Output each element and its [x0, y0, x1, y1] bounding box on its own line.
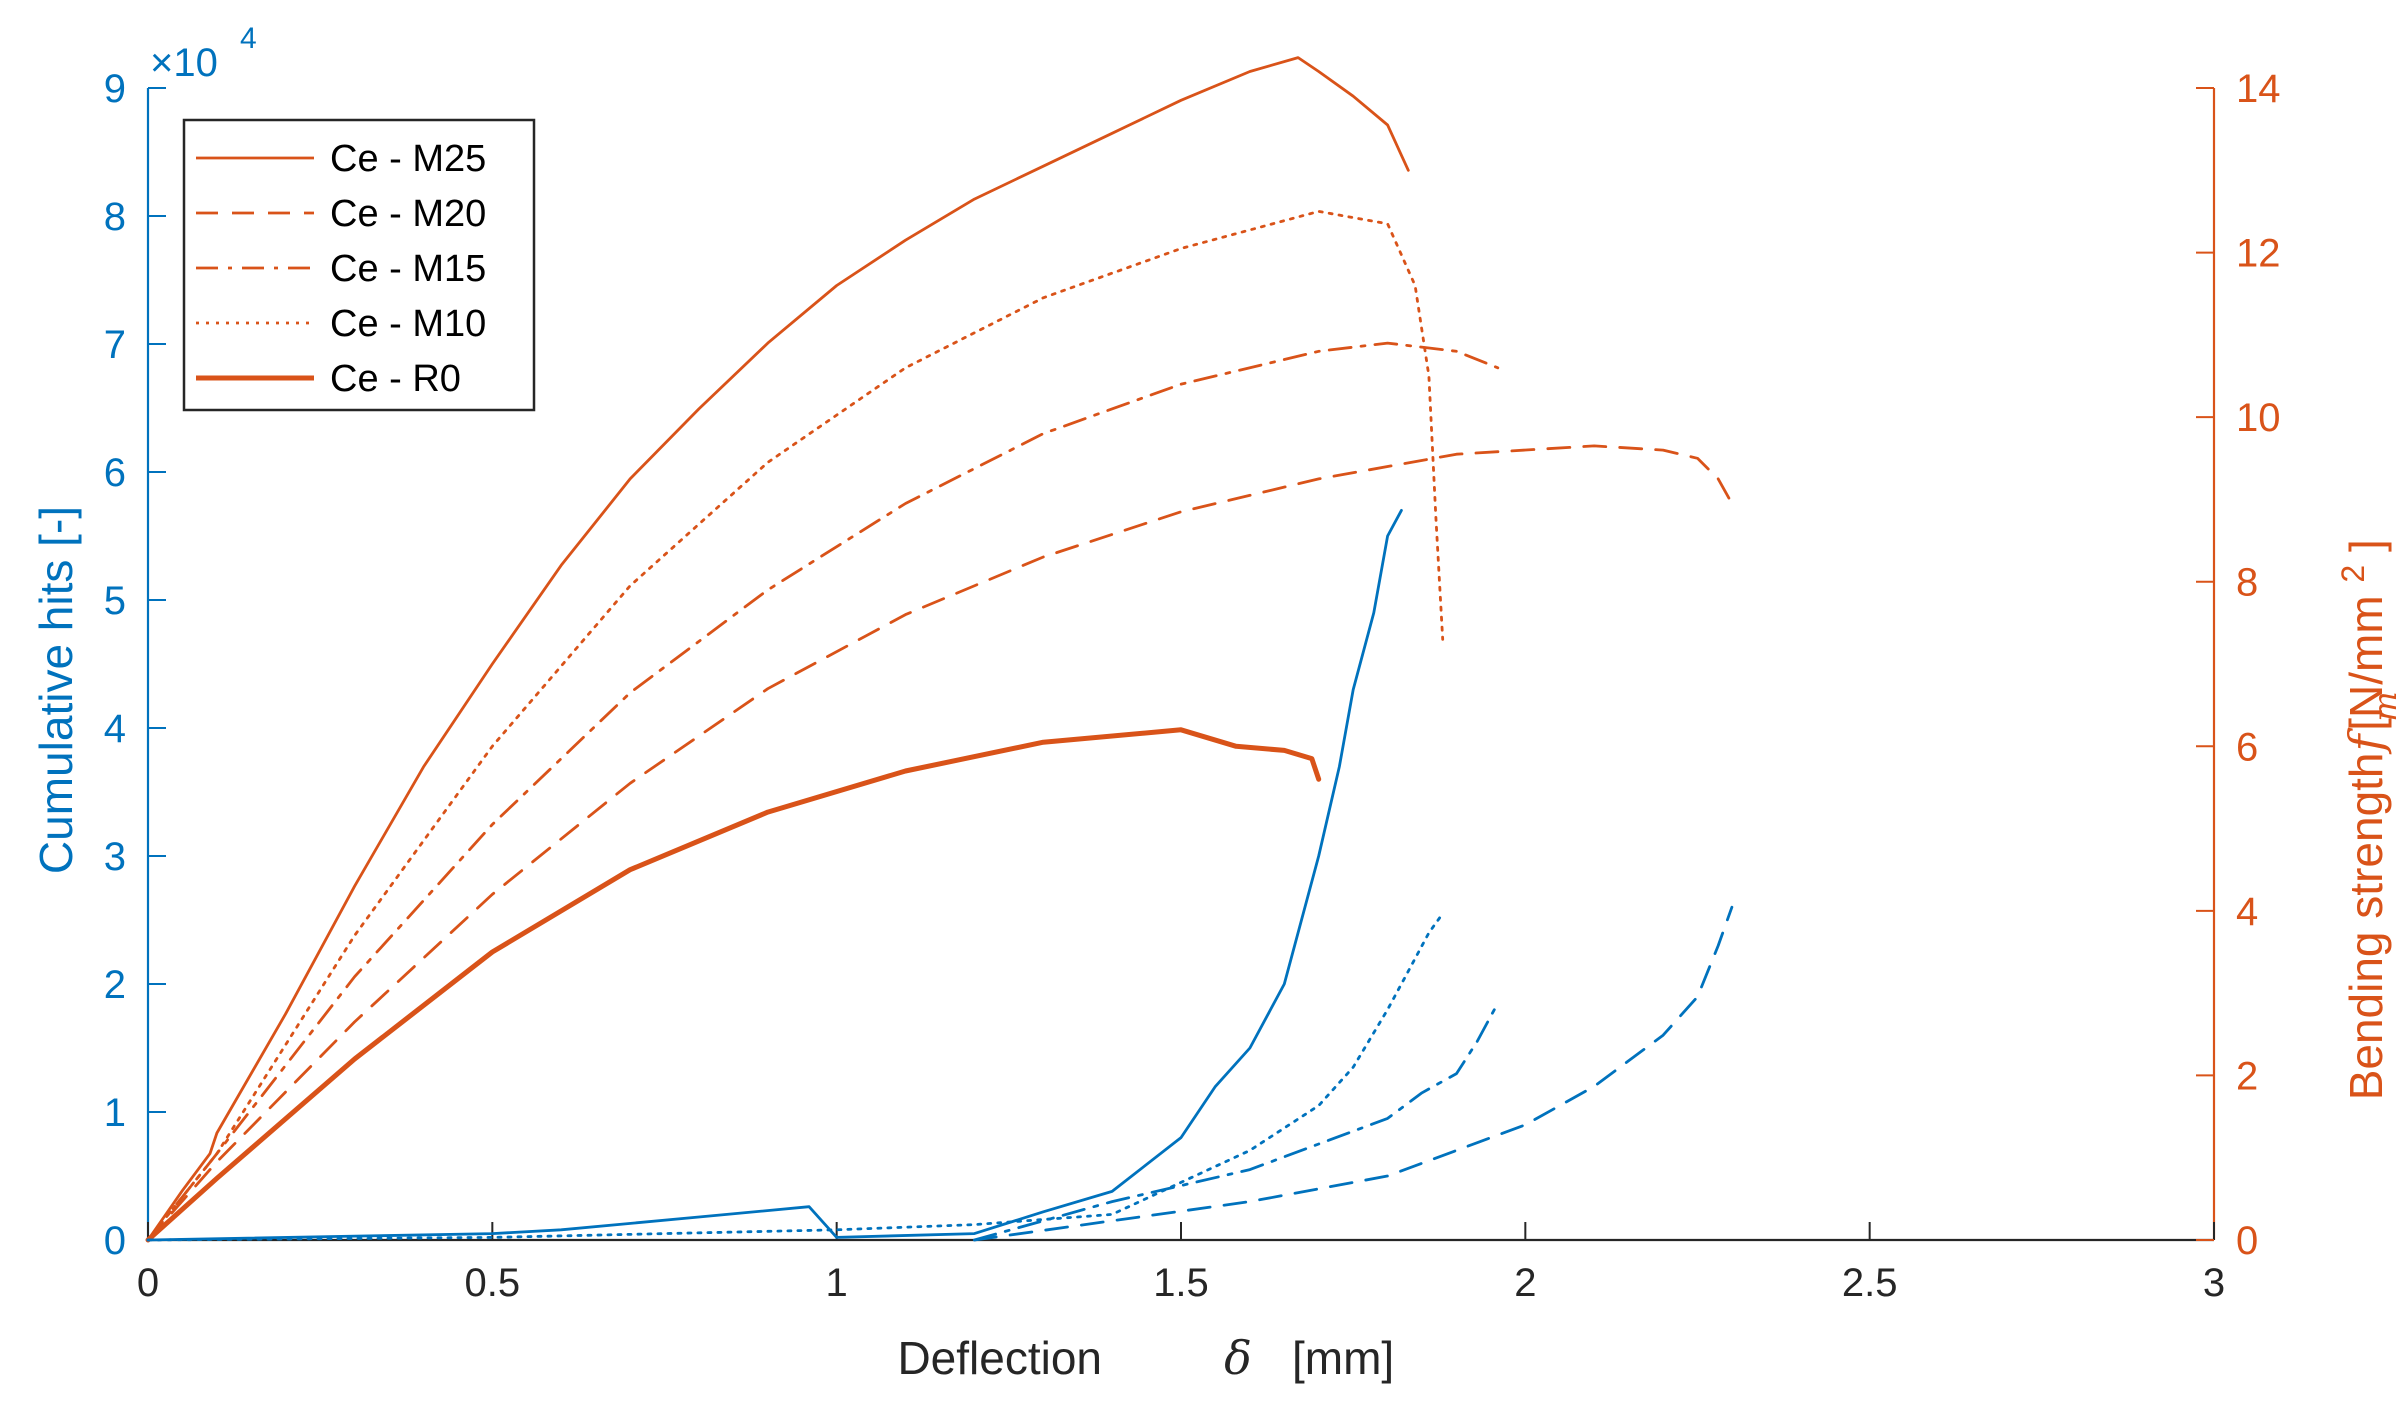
y-left-tick-label: 5: [104, 579, 126, 623]
y-left-tick-label: 0: [104, 1219, 126, 1263]
series-line-ce-r0: [145, 727, 1322, 1243]
y-left-tick-label: 6: [104, 451, 126, 495]
x-tick-label: 2.5: [1842, 1261, 1898, 1305]
y-left-tick-label: 3: [104, 835, 126, 879]
y-right-tick-label: 12: [2236, 232, 2281, 276]
series-line-ce-m20-hits: [973, 905, 1734, 1242]
series-line-ce-m20: [146, 444, 1734, 1242]
legend-label: Ce - M25: [330, 138, 486, 180]
legend-label: Ce - M15: [330, 248, 486, 290]
y-left-tick-label: 7: [104, 323, 126, 367]
series-layer: [145, 56, 1734, 1243]
y-right-tick-label: 4: [2236, 890, 2258, 934]
y-right-label-subscript: m: [2366, 691, 2404, 721]
series-line-ce-m15-hits: [973, 1001, 1500, 1242]
x-tick-label: 3: [2203, 1261, 2225, 1305]
x-tick-label: 0.5: [465, 1261, 521, 1305]
series-line-ce-m25: [146, 56, 1410, 1242]
y-right-axis-label-group: Bending strength f m [N/mm 2 ]: [2322, 539, 2406, 1100]
y-left-tick-label: 1: [104, 1091, 126, 1135]
legend-label: Ce - R0: [330, 358, 461, 400]
y-left-axis-label: Cumulative hits [-]: [30, 506, 82, 874]
y-right-tick-label: 2: [2236, 1054, 2258, 1098]
legend-label: Ce - M20: [330, 193, 486, 235]
series-line-ce-m15: [146, 341, 1500, 1242]
y-right-label-unit-close: ]: [2340, 539, 2392, 552]
y-left-tick-label: 4: [104, 707, 126, 751]
legend: Ce - M25 Ce - M20 Ce - M15 Ce - M10 Ce - R0: [182, 118, 536, 412]
x-tick-label: 2: [1514, 1261, 1536, 1305]
x-tick-label: 0: [137, 1261, 159, 1305]
y-left-exponent-power: 4: [240, 22, 257, 55]
y-right-tick-label: 0: [2236, 1219, 2258, 1263]
y-left-tick-label: 2: [104, 963, 126, 1007]
y-right-label-unit: [N/mm: [2340, 595, 2392, 730]
y-right-label-unit-power: 2: [2335, 565, 2371, 583]
y-left-tick-label: 9: [104, 67, 126, 111]
series-line-ce-m25-hits: [146, 509, 1403, 1242]
y-right-tick-label: 14: [2236, 67, 2281, 111]
legend-label: Ce - M10: [330, 303, 486, 345]
y-right-tick-label: 8: [2236, 561, 2258, 605]
x-tick-label: 1: [826, 1261, 848, 1305]
x-axis-label-symbol: δ: [1224, 1331, 1252, 1385]
x-axis-label: Deflection: [897, 1332, 1102, 1384]
svg-text:Bending strength f: Bending strength f m [N/mm 2 ]: [2322, 539, 2406, 1100]
x-tick-label: 1.5: [1153, 1261, 1209, 1305]
series-line-ce-m10: [146, 210, 1445, 1242]
y-left-exponent-prefix: ×10: [150, 41, 218, 85]
y-right-label-main: Bending strength: [2340, 752, 2392, 1100]
y-right-tick-label: 10: [2236, 396, 2281, 440]
series-line-ce-m10-hits: [146, 912, 1445, 1242]
y-right-tick-label: 6: [2236, 725, 2258, 769]
legend-box: [182, 118, 536, 412]
y-left-tick-label: 8: [104, 195, 126, 239]
x-axis-label-unit: [mm]: [1292, 1332, 1394, 1384]
